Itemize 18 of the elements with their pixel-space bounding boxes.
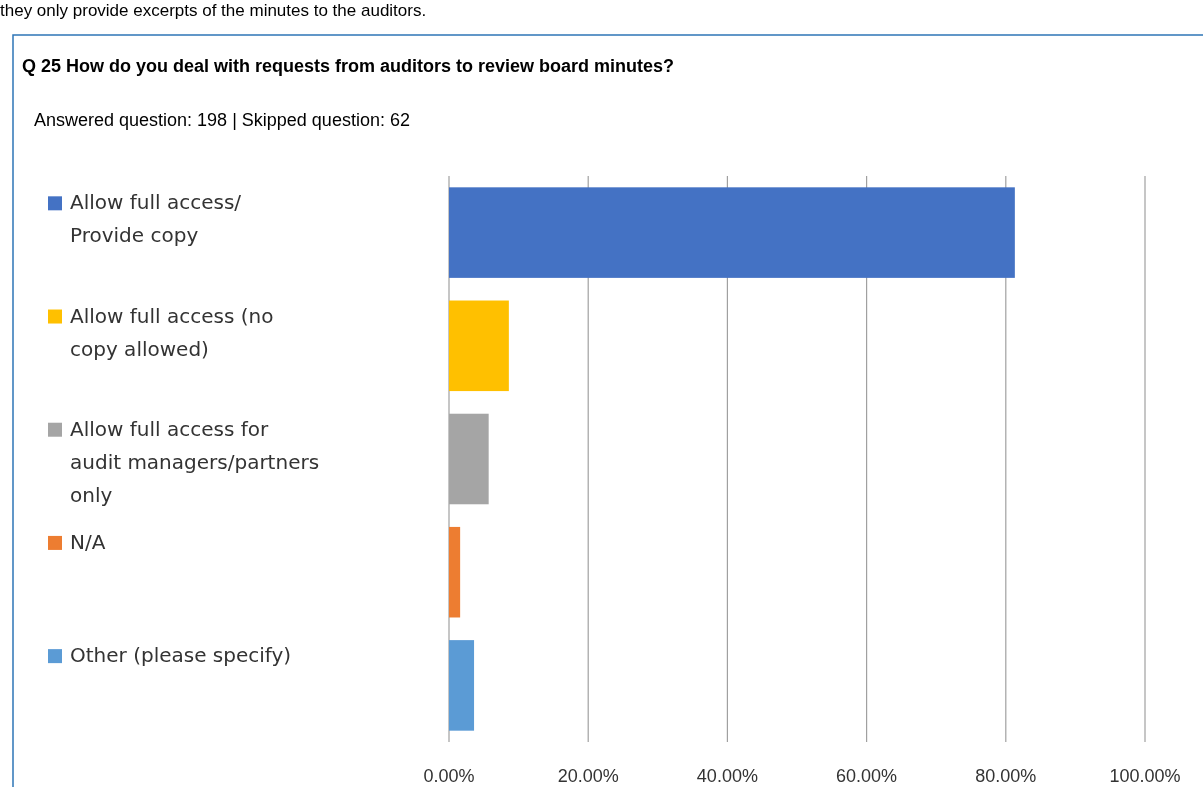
text: they only provide excerpts of the minutes to the auditors. (0, 1, 427, 20)
x-tick-label: 20.00% (557, 766, 619, 786)
x-tick-label: 0.00% (423, 766, 475, 786)
bar (449, 526, 461, 618)
bar (449, 187, 1015, 278)
chart-title: Q 25 How do you deal with requests from auditors to review board minutes? (22, 56, 675, 76)
y-tick-label: Allow full access/ Provide copy (70, 190, 242, 248)
bar (449, 640, 475, 731)
x-tick-label: 40.00% (696, 766, 758, 786)
x-tick-label: 80.00% (975, 766, 1037, 786)
text: Answered question: 198 | Skipped question: 62 (34, 110, 410, 130)
x-tick-label: 100.00% (1109, 766, 1181, 786)
y-tick-label: Other (please specify) (70, 643, 292, 668)
bar (449, 300, 509, 392)
x-tick-label: 60.00% (836, 766, 898, 786)
y-tick-label: Allow full access for audit managers/partners only (70, 416, 320, 507)
y-tick-label: N/A (70, 529, 106, 554)
y-tick-label: Allow full access (no copy allowed) (70, 303, 274, 361)
